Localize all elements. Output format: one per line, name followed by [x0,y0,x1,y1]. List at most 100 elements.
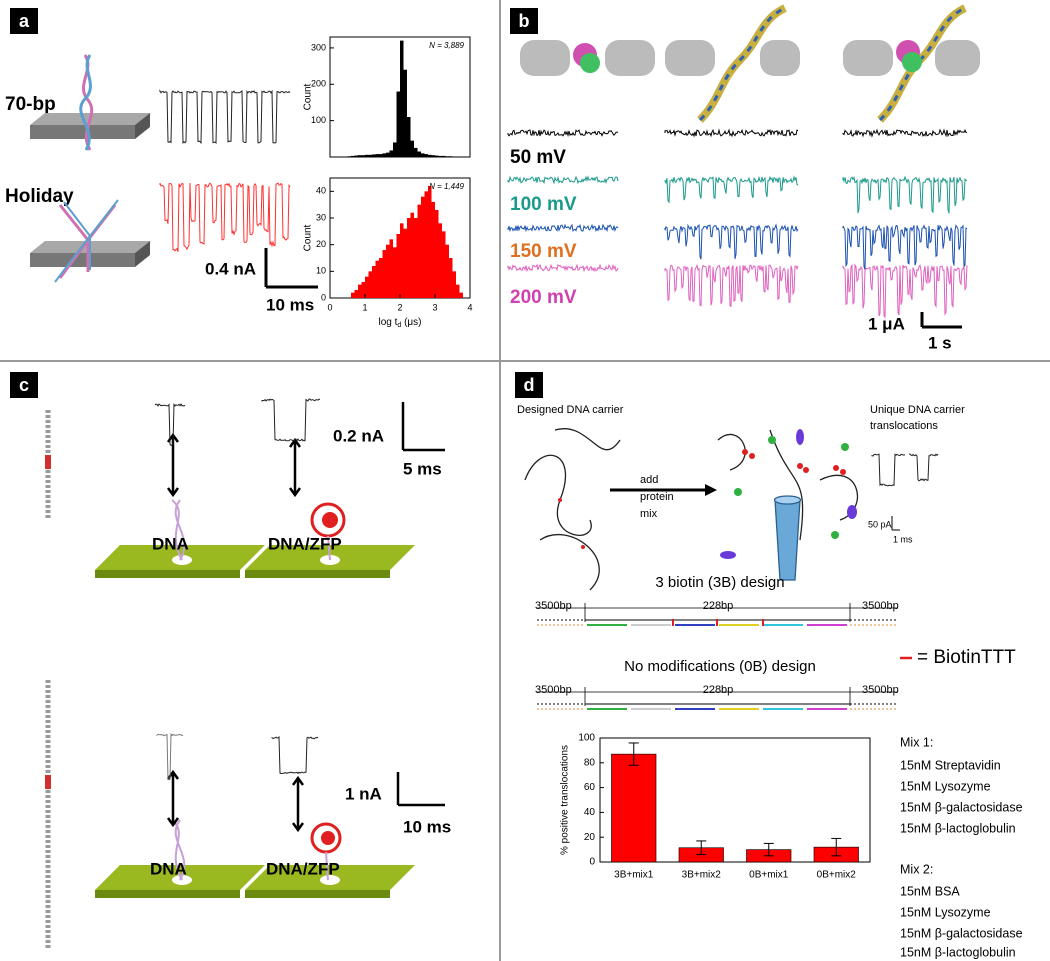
histogram-bar [421,196,425,298]
panel-label-box [510,8,538,34]
panel-label-box [515,372,543,398]
length-label: 3500bp [535,600,572,612]
panel-label: b [519,11,530,31]
histogram-bar [417,151,421,157]
scale-label: 1 ms [893,534,913,544]
x-axis-label-part: (μs) [401,317,421,328]
histogram-bar [393,142,397,157]
error-bar [763,842,774,857]
mix-text: 15nM Streptavidin [900,758,1001,772]
current-trace [507,263,619,273]
histogram-bar [400,223,404,298]
caption: Unique DNA carrier [870,404,965,416]
length-label: 3500bp [862,684,899,696]
current-trace [271,735,319,775]
current-trace [154,402,186,447]
voltage-label: 200 mV [510,287,577,308]
histogram-bar [435,155,439,157]
annotation: N = 1,449 [429,182,464,191]
row-label: 70-bp [5,94,56,115]
histogram-bar [452,271,456,298]
histogram-bar [396,91,400,157]
current-trace [842,263,968,319]
histogram-bar [445,156,449,157]
histogram-bar [393,247,397,298]
voltage-label: 50 mV [510,147,566,168]
mix-text: 15nM BSA [900,884,960,898]
y-tick-label: 10 [316,266,326,276]
histogram-bar [459,292,463,298]
y-axis-label: Count [303,83,314,110]
bar [611,753,657,863]
length-label: 228bp [703,600,734,612]
mix-text: 15nM β-galactosidase [900,926,1023,940]
histogram-bar [368,271,372,298]
histogram-bar [403,69,407,157]
x-tick-label: 0 [327,302,332,312]
histogram-bar [438,155,442,157]
histogram-bar [431,202,435,298]
caption: translocations [870,420,938,432]
y-tick-label: 30 [316,212,326,222]
histogram-bar [414,147,418,157]
mix-text: 15nM β-galactosidase [900,800,1023,814]
histogram-bar [431,155,435,157]
histogram-bar [428,186,432,298]
y-tick-label: 0 [321,292,326,302]
annotation: N = 3,889 [429,41,464,50]
y-axis-label: % positive translocations [560,745,571,855]
histogram-bar [435,210,439,298]
design-title: 3 biotin (3B) design [655,574,784,591]
histogram-bar [379,258,383,298]
histogram-bar [354,155,358,157]
histogram-bar [414,218,418,298]
y-tick-label: 0 [589,857,595,868]
mix-text: Mix 1: [900,735,933,749]
panel-label-box [10,372,38,398]
histogram-bar [354,290,358,298]
histogram-bar [449,156,453,157]
y-tick-label: 20 [584,832,596,843]
voltage-label: 100 mV [510,194,577,215]
histogram-bar [379,154,383,157]
histogram-bar [449,258,453,298]
histogram-bar [389,239,393,298]
histogram-bar [372,266,376,298]
y-tick-label: 40 [316,186,326,196]
histogram-bar [351,292,355,298]
mix-text: 15nM Lysozyme [900,779,991,793]
current-trace [507,223,619,233]
x-tick-label: 4 [467,302,472,312]
current-trace [842,175,968,214]
y-tick-label: 200 [311,79,326,89]
scale-label: 50 pA [868,519,892,529]
scale-label: 10 ms [266,295,314,314]
histogram-bar [386,244,390,298]
histogram-bar [424,154,428,157]
panel-label: d [524,375,535,395]
current-trace [159,182,291,252]
panel-label: c [19,375,29,395]
histogram-bar [396,234,400,298]
histogram-bar [400,40,404,157]
x-axis-label-part: d [397,322,401,329]
caption: protein [640,491,674,503]
current-trace [871,453,906,487]
mix-text: 15nM β-lactoglobulin [900,945,1016,959]
voltage-label: 150 mV [510,241,577,262]
scale-label: 0.2 nA [333,426,384,445]
histogram-bar [421,153,425,157]
histogram-bar [424,191,428,298]
histogram-bar [382,153,386,157]
histogram-bar [361,282,365,298]
current-trace [664,128,799,138]
histogram-bar [358,284,362,298]
current-trace [507,129,619,138]
pore-schematic [30,54,150,283]
caption: Designed DNA carrier [517,404,624,416]
histogram-bar [372,154,376,157]
histogram-bar [403,228,407,298]
row-label: Holiday [5,186,74,207]
histogram-bar [382,250,386,298]
